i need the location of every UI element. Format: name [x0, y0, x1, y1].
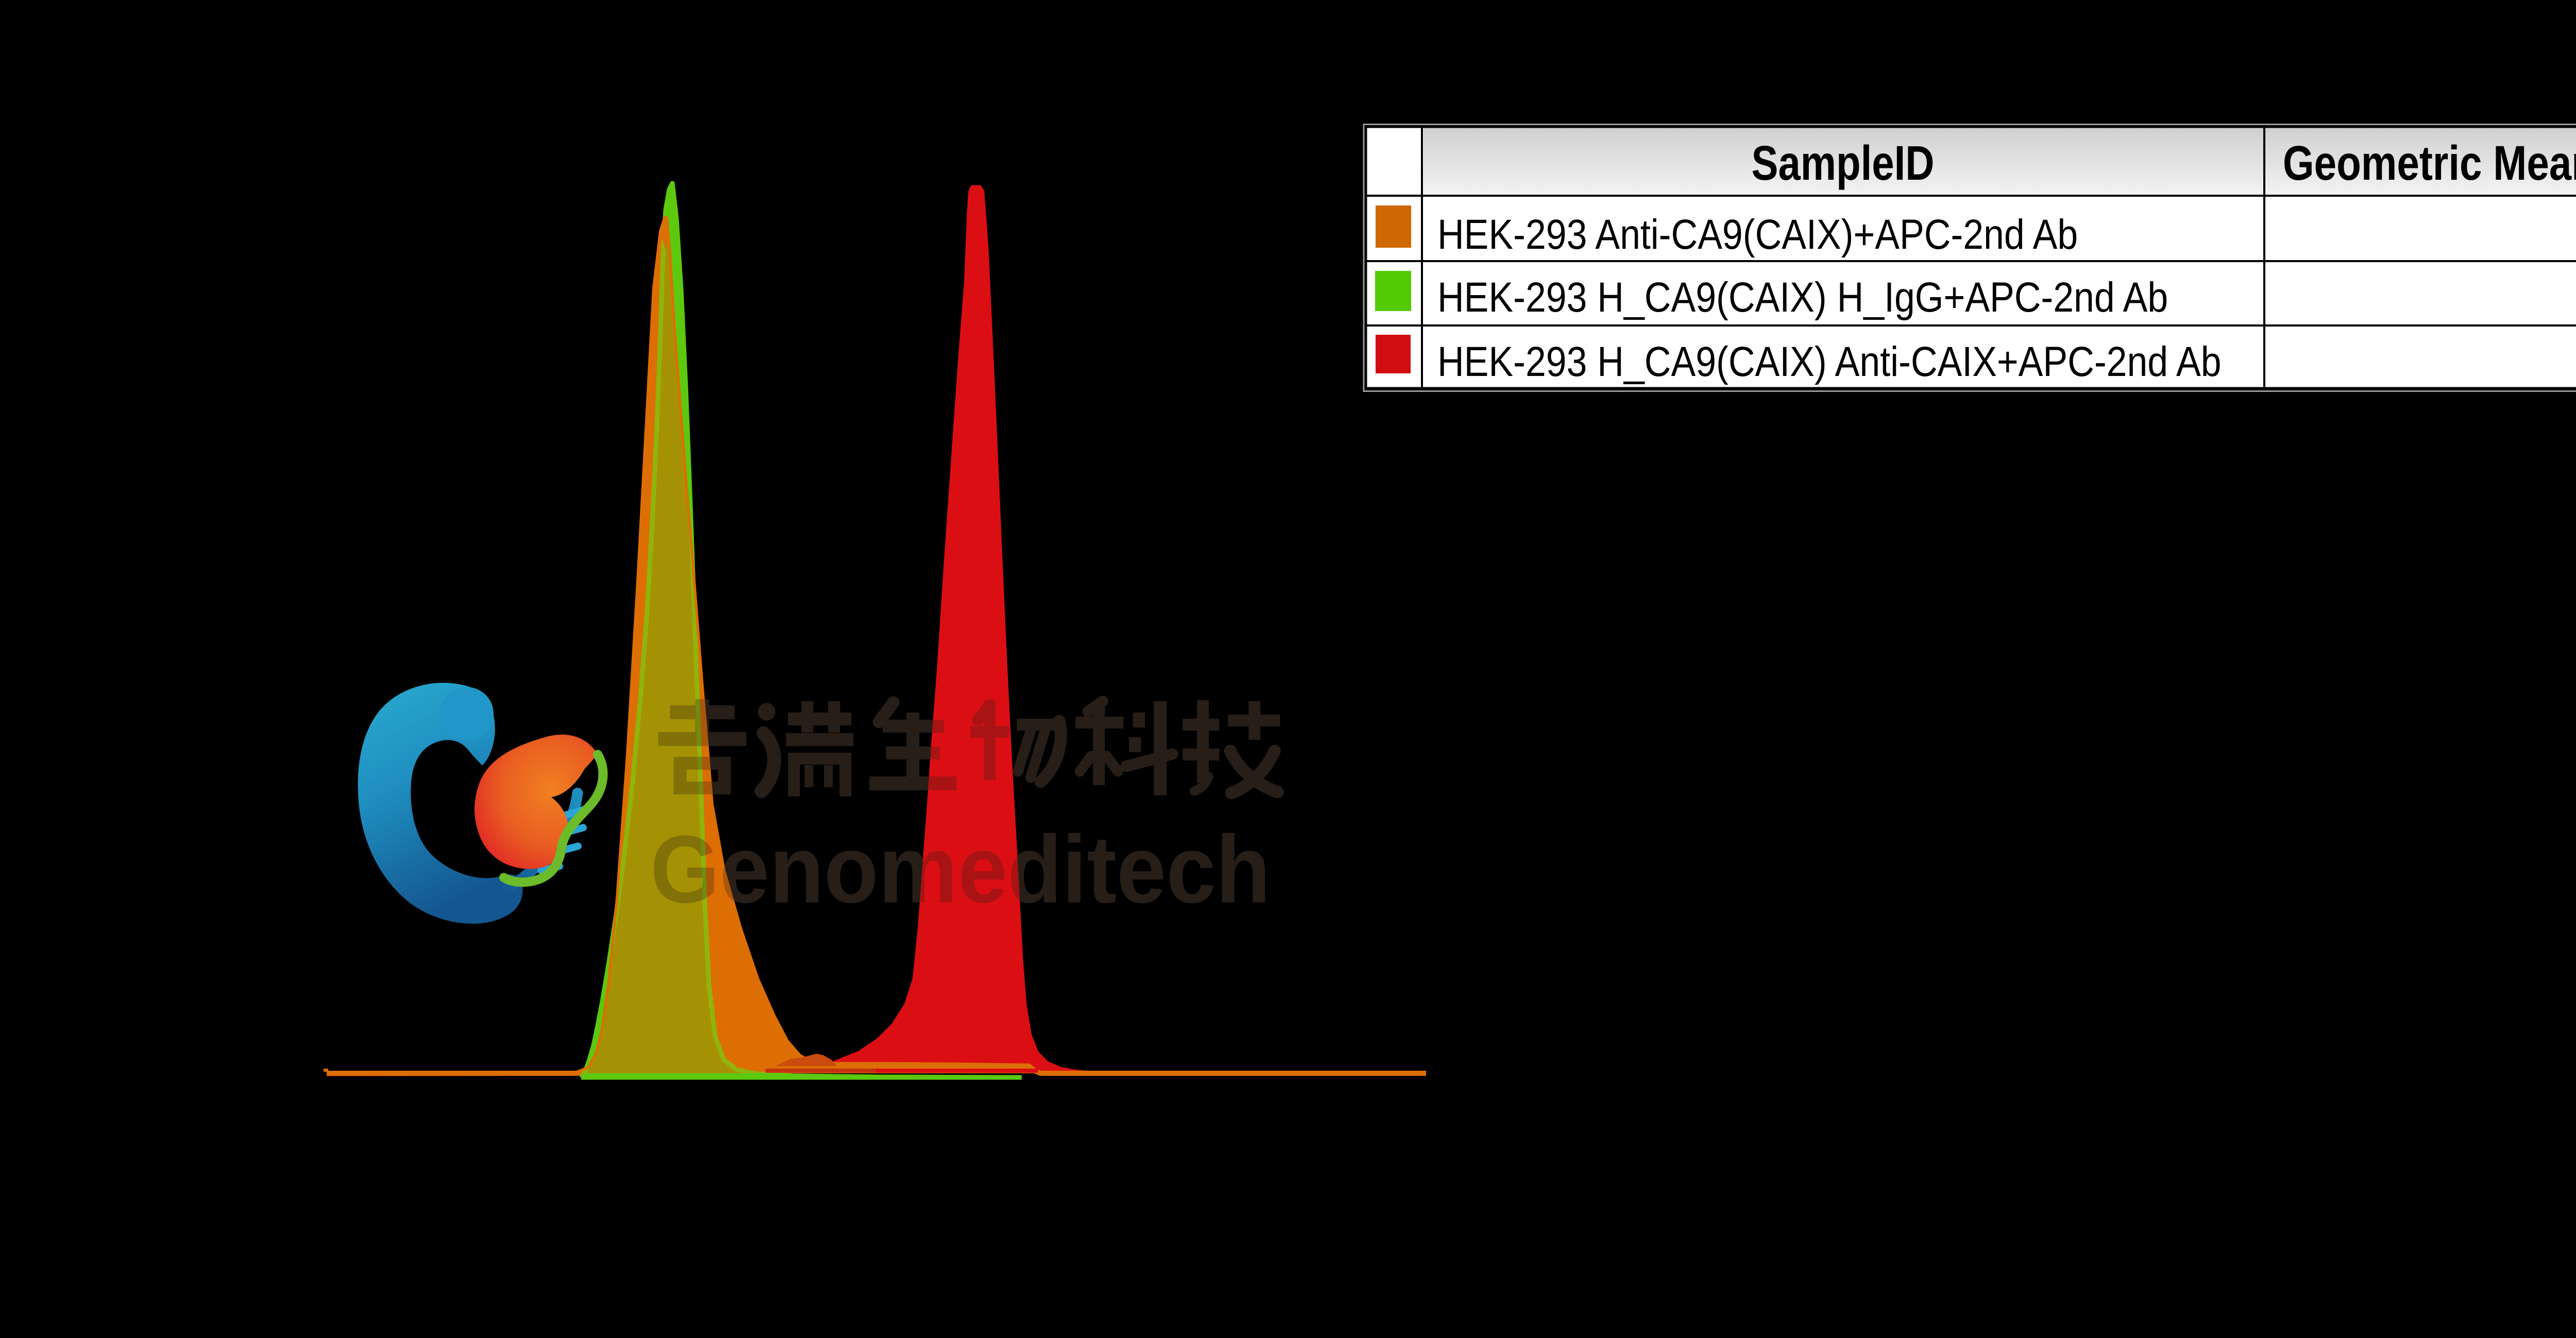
svg-text:HEK-293 H_CA9(CAIX) Anti-CAIX+: HEK-293 H_CA9(CAIX) Anti-CAIX+APC-2nd Ab	[1437, 338, 2222, 385]
svg-text:Geometric Mean : FL11-H: Geometric Mean : FL11-H	[2283, 136, 2576, 191]
svg-text:HEK-293 H_CA9(CAIX) H_IgG+APC-: HEK-293 H_CA9(CAIX) H_IgG+APC-2nd Ab	[1437, 273, 2168, 321]
svg-text:HEK-293 Anti-CA9(CAIX)+APC-2nd: HEK-293 Anti-CA9(CAIX)+APC-2nd Ab	[1437, 211, 2078, 258]
svg-text:SampleID: SampleID	[1752, 136, 1935, 191]
